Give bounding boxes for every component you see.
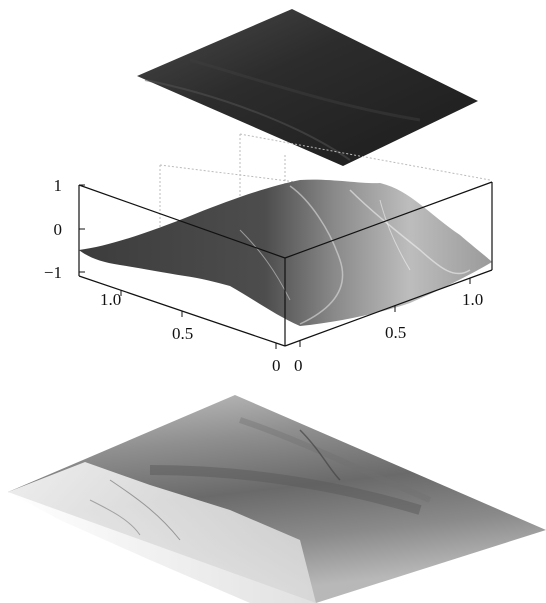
bottom-projection-plane <box>8 395 546 603</box>
right-axis-labels: 0 0.5 1.0 <box>294 290 483 375</box>
right-tick-1: 1.0 <box>462 290 483 309</box>
z-tick-0: 0 <box>54 220 63 239</box>
z-tick-1: 1 <box>54 176 63 195</box>
top-projection-plane <box>137 9 478 166</box>
right-tick-0.5: 0.5 <box>385 323 406 342</box>
left-tick-0: 0 <box>272 356 281 375</box>
tick-marks <box>79 184 471 349</box>
z-tick-minus1: −1 <box>44 263 62 282</box>
z-axis-labels: 1 0 −1 <box>44 176 62 282</box>
left-tick-0.5: 0.5 <box>172 324 193 343</box>
terrain-surface <box>79 179 492 326</box>
left-axis-labels: 1.0 0.5 0 <box>100 290 281 375</box>
right-tick-0: 0 <box>294 356 303 375</box>
left-tick-1: 1.0 <box>100 290 121 309</box>
